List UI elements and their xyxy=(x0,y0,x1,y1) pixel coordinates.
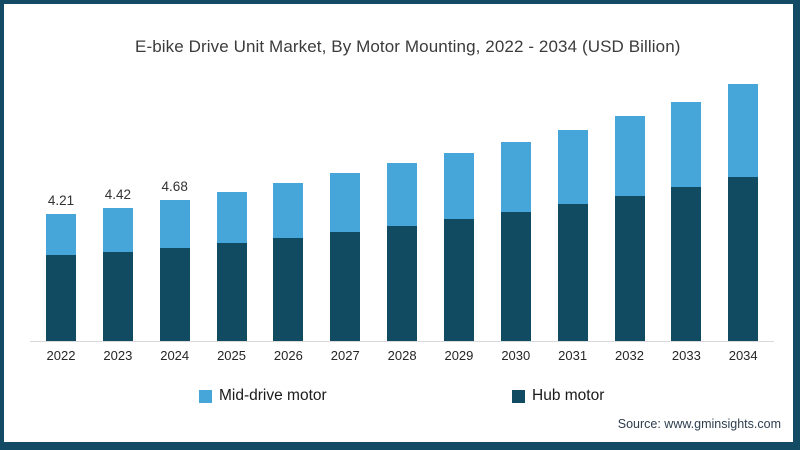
bar-segment-hub-2025 xyxy=(216,243,247,341)
bar-segment-hub-2024 xyxy=(159,247,190,341)
chart-legend: Mid-drive motor Hub motor xyxy=(4,387,793,409)
bar-segment-hub-2022 xyxy=(46,255,76,341)
bar-segment-hub-2029 xyxy=(443,218,474,341)
data-label-2024: 4.68 xyxy=(161,178,188,194)
legend-item-hub-motor: Hub motor xyxy=(512,387,604,405)
x-tick-label-2024: 2024 xyxy=(160,348,190,363)
bar-segment-mid-drive-2030 xyxy=(500,141,531,212)
legend-label-hub: Hub motor xyxy=(532,387,605,404)
bar-segment-hub-2026 xyxy=(273,237,304,341)
legend-swatch-hub-icon xyxy=(512,389,525,403)
legend-label-mid-drive: Mid-drive motor xyxy=(219,387,327,404)
data-label-2023: 4.42 xyxy=(104,186,131,202)
x-axis-line xyxy=(30,341,774,342)
x-tick-label-2028: 2028 xyxy=(387,348,417,363)
x-tick-label-2023: 2023 xyxy=(103,348,133,363)
legend-swatch-mid-drive-icon xyxy=(199,389,212,403)
bar-segment-hub-2028 xyxy=(387,225,418,341)
bar-segment-hub-2031 xyxy=(557,204,588,341)
x-tick-label-2029: 2029 xyxy=(444,348,474,363)
x-tick-label-2027: 2027 xyxy=(330,348,360,363)
bar-segment-hub-2030 xyxy=(500,211,531,341)
bar-segment-mid-drive-2025 xyxy=(216,192,247,244)
bar-segment-hub-2023 xyxy=(102,251,133,341)
bar-segment-hub-2034 xyxy=(728,177,759,341)
bar-segment-mid-drive-2026 xyxy=(273,183,304,238)
source-attribution: Source: www.gminsights.com xyxy=(617,417,781,431)
bar-segment-mid-drive-2033 xyxy=(671,101,702,187)
x-tick-label-2026: 2026 xyxy=(273,348,303,363)
bar-segment-mid-drive-2031 xyxy=(557,130,588,205)
bar-segment-hub-2032 xyxy=(614,196,645,341)
bar-segment-mid-drive-2024 xyxy=(159,199,190,248)
bar-segment-mid-drive-2023 xyxy=(102,207,133,252)
chart-title: E-bike Drive Unit Market, By Motor Mount… xyxy=(135,37,681,56)
bar-segment-mid-drive-2028 xyxy=(387,163,418,226)
data-label-2022: 4.21 xyxy=(47,192,75,208)
x-tick-label-2030: 2030 xyxy=(501,348,531,363)
bar-segment-mid-drive-2032 xyxy=(614,116,645,197)
bar-segment-mid-drive-2027 xyxy=(330,173,361,232)
chart-canvas: E-bike Drive Unit Market, By Motor Mount… xyxy=(4,4,793,442)
x-tick-label-2034: 2034 xyxy=(728,348,758,363)
x-tick-label-2025: 2025 xyxy=(217,348,246,363)
bar-segment-hub-2033 xyxy=(671,186,702,341)
bar-segment-hub-2027 xyxy=(330,231,361,341)
bar-segment-mid-drive-2022 xyxy=(46,213,76,256)
bar-segment-mid-drive-2029 xyxy=(443,153,474,219)
x-tick-label-2032: 2032 xyxy=(615,348,644,363)
bar-segment-mid-drive-2034 xyxy=(728,84,759,178)
x-tick-label-2031: 2031 xyxy=(558,348,588,363)
x-tick-label-2033: 2033 xyxy=(671,348,701,363)
x-tick-label-2022: 2022 xyxy=(46,348,76,363)
legend-item-mid-drive-motor: Mid-drive motor xyxy=(199,387,327,405)
